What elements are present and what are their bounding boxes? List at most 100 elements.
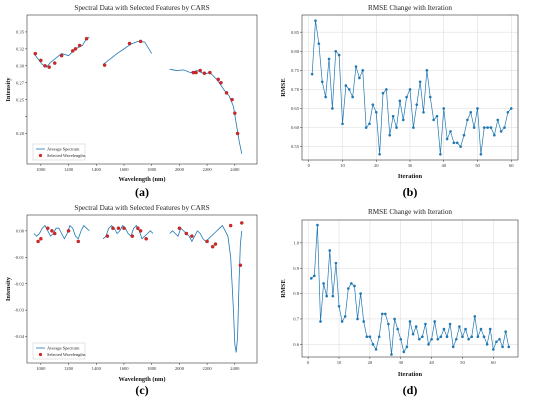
selected-wavelength-point — [66, 229, 71, 233]
y-axis-label: Intensity — [5, 276, 12, 301]
x-tick-label: 50 — [460, 360, 465, 365]
x-tick-label: 2000 — [175, 366, 185, 371]
rmse-point — [498, 337, 501, 341]
selected-wavelength-point — [184, 231, 189, 236]
selected-wavelength-point — [238, 263, 243, 267]
legend-label: Selected Wavelengths — [47, 352, 86, 357]
y-tick-label: 0.25 — [16, 97, 25, 102]
selected-wavelength-point — [59, 53, 64, 58]
y-axis-label: RMSE — [280, 279, 287, 297]
y-tick-label: 0.30 — [16, 63, 25, 68]
y-tick-label: -0.01 — [14, 255, 24, 260]
panel-label: (d) — [403, 383, 418, 397]
legend-label: Selected Wavelengths — [47, 153, 86, 158]
y-tick-label: 0.8 — [293, 291, 299, 296]
rmse-point — [337, 304, 341, 308]
selected-wavelength-point — [130, 234, 135, 238]
rmse-point — [509, 107, 513, 110]
selected-wavelength-point — [122, 226, 126, 230]
rmse-point — [353, 284, 356, 288]
y-axis-label: Intensity — [5, 77, 12, 102]
panel-label: (a) — [135, 185, 149, 199]
y-tick-label: 0.85 — [291, 30, 300, 35]
legend-box — [32, 143, 86, 161]
rmse-point — [442, 327, 446, 331]
rmse-point — [412, 126, 415, 129]
rmse-point — [344, 84, 348, 87]
rmse-point — [378, 152, 381, 156]
x-tick-label: 30 — [398, 360, 403, 365]
rmse-line — [311, 20, 512, 155]
rmse-point — [328, 249, 332, 252]
selected-wavelength-point — [116, 226, 121, 230]
y-tick-label: -0.04 — [14, 334, 24, 339]
chart-title: Spectral Data with Selected Features by … — [74, 204, 209, 212]
rmse-point — [470, 335, 474, 339]
rmse-point — [503, 126, 506, 129]
rmse-point — [391, 114, 395, 118]
rmse-point — [473, 315, 477, 318]
rmse-point — [501, 345, 504, 349]
rmse-point — [499, 130, 503, 133]
rmse-point — [408, 88, 412, 91]
selected-wavelength-point — [102, 63, 107, 67]
rmse-point — [405, 345, 409, 349]
selected-wavelength-point — [33, 51, 38, 56]
rmse-point — [493, 133, 496, 137]
rmse-point — [485, 343, 489, 346]
spectrum-line-segment — [33, 224, 90, 240]
rmse-point — [334, 261, 338, 265]
selected-wavelength-point — [73, 47, 78, 51]
x-tick-label: 0 — [307, 360, 310, 365]
rmse-point — [479, 327, 483, 331]
rmse-point — [417, 337, 421, 341]
y-tick-label: -0.02 — [14, 281, 24, 286]
rmse-point — [384, 312, 387, 316]
rmse-point — [309, 277, 313, 280]
plot-area-frame — [26, 214, 258, 364]
x-tick-label: 1200 — [64, 167, 74, 172]
rmse-point — [449, 130, 452, 133]
selected-wavelength-point — [138, 229, 143, 233]
selected-wavelength-point — [138, 39, 143, 44]
rmse-point — [436, 337, 440, 341]
rmse-point — [374, 111, 378, 114]
x-tick-label: 1000 — [36, 167, 46, 172]
panel-label: (c) — [135, 383, 148, 397]
spectrum-line-segment — [102, 41, 153, 65]
selected-wavelength-point — [39, 237, 43, 241]
y-tick-label: 0.60 — [291, 125, 300, 130]
legend-marker-swatch — [38, 352, 43, 357]
y-tick-label: -0.03 — [14, 308, 24, 313]
x-tick-label: 1600 — [119, 167, 129, 172]
x-tick-label: 0 — [308, 163, 311, 168]
x-tick-label: 60 — [491, 360, 496, 365]
selected-wavelength-point — [205, 239, 209, 244]
rmse-point — [313, 274, 316, 278]
rmse-point — [385, 88, 388, 91]
x-tick-label: 50 — [475, 163, 480, 168]
selected-wavelength-point — [70, 49, 75, 53]
rmse-point — [331, 107, 334, 110]
rmse-point — [442, 107, 446, 110]
rmse-point — [432, 118, 435, 122]
rmse-point — [362, 320, 366, 323]
rmse-point — [380, 312, 384, 316]
rmse-point — [408, 320, 412, 323]
rmse-line — [311, 225, 510, 355]
selected-wavelength-point — [208, 70, 212, 75]
rmse-point — [422, 111, 425, 114]
rmse-point — [346, 287, 350, 290]
rmse-point — [371, 103, 375, 106]
plot-area-frame — [26, 14, 258, 165]
selected-wavelength-point — [77, 43, 82, 48]
selected-wavelength-point — [76, 239, 81, 244]
rmse-point — [459, 145, 462, 148]
selected-wavelength-point — [228, 223, 233, 228]
rmse-point — [495, 340, 498, 344]
rmse-point — [414, 325, 418, 328]
x-tick-label: 40 — [441, 163, 446, 168]
x-tick-label: 1000 — [36, 366, 46, 371]
x-axis-label: Wavelength (nm) — [118, 176, 165, 183]
x-tick-label: 1200 — [64, 366, 74, 371]
